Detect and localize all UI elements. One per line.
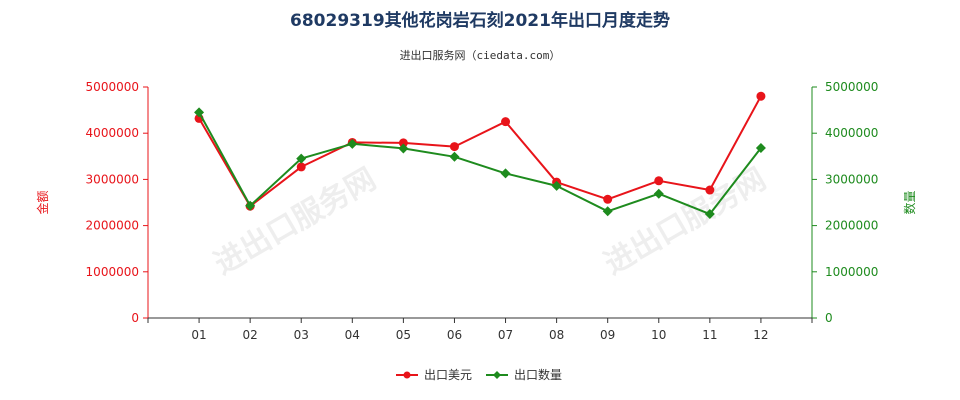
chart-title: 68029319其他花岗岩石刻2021年出口月度走势: [290, 10, 670, 31]
plot-area: 0100000020000003000000400000050000000100…: [35, 80, 917, 342]
y-right-tick-label: 4000000: [825, 126, 878, 140]
x-tick-label: 12: [753, 328, 768, 342]
series-2-point: [245, 200, 256, 211]
series-1-point: [603, 194, 613, 204]
y-axis-left-title: 金额: [35, 190, 50, 214]
x-tick-label: 03: [294, 328, 309, 342]
y-right-tick-label: 0: [825, 311, 833, 325]
x-tick-label: 05: [396, 328, 411, 342]
series-2-point: [194, 107, 205, 118]
series-2-point: [602, 206, 613, 217]
y-left-tick-label: 2000000: [86, 219, 139, 233]
series-2-point: [347, 138, 358, 149]
y-right-tick-label: 5000000: [825, 80, 878, 94]
x-tick-label: 07: [498, 328, 513, 342]
series-2-point: [449, 151, 460, 162]
series-line-2: [198, 111, 762, 216]
y-axis-right-title: 数量: [902, 190, 917, 214]
x-tick-label: 06: [447, 328, 462, 342]
y-left-tick-label: 5000000: [86, 80, 139, 94]
watermark-text: 进出口服务网: [599, 162, 772, 282]
series-2-point: [755, 142, 766, 153]
series-2-point: [653, 188, 664, 199]
series-1-point: [449, 142, 459, 152]
series-1-point: [398, 138, 408, 148]
series-line-1: [198, 95, 762, 208]
series-1-point: [756, 91, 766, 101]
series-2-point: [398, 143, 409, 154]
series-1-point: [705, 185, 715, 195]
series-2-point: [551, 180, 562, 191]
y-right-tick-label: 2000000: [825, 219, 878, 233]
chart-subtitle: 进出口服务网（ciedata.com）: [400, 48, 561, 62]
legend-swatch-marker: [403, 371, 411, 379]
y-left-tick-label: 0: [131, 311, 139, 325]
x-tick-label: 01: [191, 328, 206, 342]
y-right-tick-label: 1000000: [825, 265, 878, 279]
series-2-point: [500, 168, 511, 179]
x-tick-label: 10: [651, 328, 666, 342]
x-tick-label: 02: [243, 328, 258, 342]
x-tick-label: 04: [345, 328, 360, 342]
legend-label: 出口美元: [424, 368, 472, 382]
watermark-layer: 进出口服务网 进出口服务网: [209, 162, 772, 282]
x-tick-label: 08: [549, 328, 564, 342]
y-right-tick-label: 3000000: [825, 172, 878, 186]
series-1-point: [296, 162, 306, 172]
series-2-point: [296, 153, 307, 164]
series-2-point: [704, 209, 715, 220]
legend: 出口美元 出口数量: [396, 367, 562, 382]
legend-swatch-marker: [493, 371, 501, 379]
y-left-tick-label: 3000000: [86, 172, 139, 186]
x-tick-label: 11: [702, 328, 717, 342]
y-left-tick-label: 4000000: [86, 126, 139, 140]
legend-label: 出口数量: [514, 367, 562, 382]
x-tick-label: 09: [600, 328, 615, 342]
y-left-tick-label: 1000000: [86, 265, 139, 279]
series-1-point: [654, 176, 664, 186]
series-1-point: [501, 117, 511, 127]
